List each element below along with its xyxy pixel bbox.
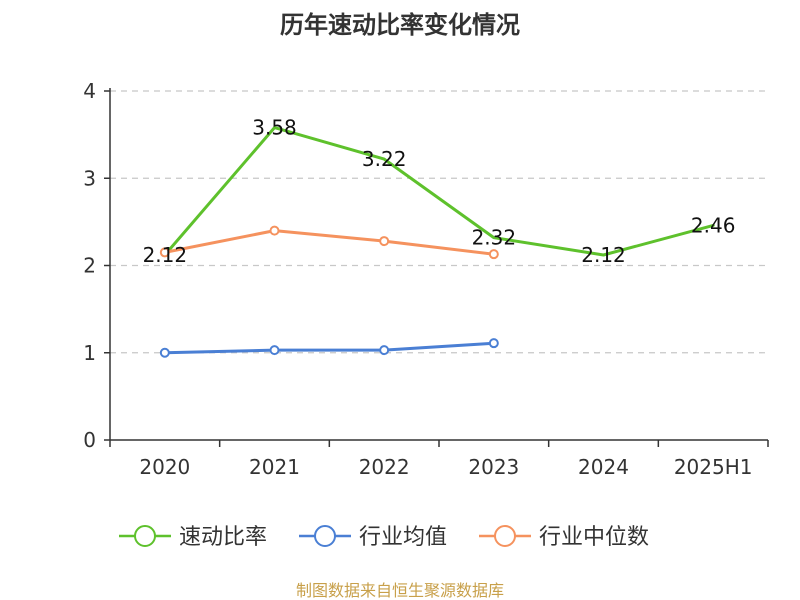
- series-line: [163, 126, 715, 257]
- legend-item: 行业中位数: [479, 525, 649, 550]
- y-tick-label: 0: [83, 428, 96, 452]
- x-tick-label: 2022: [359, 455, 410, 479]
- x-tick-label: 2021: [249, 455, 300, 479]
- data-label: 2.12: [143, 243, 188, 267]
- gridlines: [110, 90, 768, 354]
- x-tick-label: 2024: [578, 455, 629, 479]
- source-note: 制图数据来自恒生聚源数据库: [296, 581, 504, 600]
- data-label: 3.58: [252, 116, 297, 140]
- legend: 速动比率 行业均值 行业中位数: [119, 525, 649, 550]
- data-label: 2.32: [472, 226, 517, 250]
- legend-label: 行业均值: [359, 525, 447, 550]
- legend-item: 行业均值: [299, 525, 447, 550]
- data-point: [488, 338, 499, 349]
- data-label: 2.46: [691, 213, 736, 237]
- legend-label: 速动比率: [179, 525, 267, 550]
- x-tick-label: 2025H1: [674, 455, 753, 479]
- axes: 0 1 2 3 4 2020 2021 2022 2023 2024 2025H1: [83, 79, 769, 479]
- legend-label: 行业中位数: [539, 525, 649, 550]
- y-tick-label: 3: [83, 166, 96, 190]
- data-label: 3.22: [362, 147, 407, 171]
- y-tick-label: 2: [83, 254, 96, 278]
- y-tick-label: 4: [83, 79, 96, 103]
- data-point: [379, 236, 390, 247]
- chart-title: 历年速动比率变化情况: [280, 11, 520, 39]
- data-label: 2.12: [581, 243, 626, 267]
- data-point: [269, 225, 280, 236]
- series-line: [163, 341, 496, 355]
- data-point: [379, 345, 390, 356]
- data-point: [159, 347, 170, 358]
- x-tick-label: 2023: [468, 455, 519, 479]
- legend-item: 速动比率: [119, 525, 267, 550]
- x-tick-label: 2020: [139, 455, 190, 479]
- legend-marker: [134, 525, 156, 547]
- data-point: [488, 249, 499, 260]
- data-labels: 2.12 3.58 3.22 2.32 2.12 2.46: [143, 116, 736, 267]
- data-point: [159, 247, 170, 258]
- series-line: [163, 229, 496, 256]
- data-point: [269, 345, 280, 356]
- legend-marker: [314, 525, 336, 547]
- y-tick-label: 1: [83, 341, 96, 365]
- legend-marker: [494, 525, 516, 547]
- series-layer: [159, 126, 715, 358]
